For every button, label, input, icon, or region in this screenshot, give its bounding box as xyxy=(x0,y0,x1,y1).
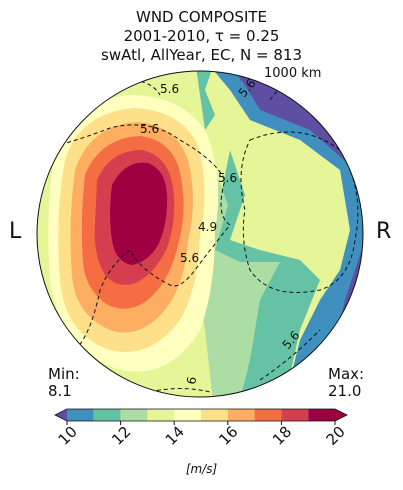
colorbar-tick-label: 12 xyxy=(108,423,134,449)
contour-label: 5.6 xyxy=(160,82,179,96)
field-layers xyxy=(37,71,363,397)
colorbar-segment xyxy=(281,409,309,421)
colorbar: 10 12 14 16 18 20 xyxy=(54,408,349,449)
contour-label: 5.6 xyxy=(218,171,237,185)
colorbar-segment xyxy=(254,409,282,421)
colorbar-segment xyxy=(67,409,94,421)
right-label: R xyxy=(376,219,392,244)
colorbar-unit: [m/s] xyxy=(185,462,218,476)
contour-label: 6 xyxy=(184,376,199,386)
colorbar-segment xyxy=(201,409,228,421)
left-label: L xyxy=(9,219,22,244)
max-value: 21.0 xyxy=(328,382,362,400)
colorbar-tick-label: 14 xyxy=(162,423,188,449)
title-line-2: 2001-2010, τ = 0.25 xyxy=(123,27,280,45)
colorbar-segment xyxy=(120,409,148,421)
contour-label: 5.6 xyxy=(140,122,159,136)
title-line-1: WND COMPOSITE xyxy=(135,8,268,26)
contour-label: 5.6 xyxy=(180,251,199,265)
colorbar-tick-label: 18 xyxy=(269,423,295,449)
colorbar-extend-high xyxy=(335,409,347,421)
colorbar-segment xyxy=(93,409,121,421)
title-line-3: swAtl, AllYear, EC, N = 813 xyxy=(101,46,302,64)
colorbar-segment xyxy=(227,409,255,421)
min-value: 8.1 xyxy=(48,382,72,400)
colorbar-segment xyxy=(174,409,201,421)
disk-outline xyxy=(36,70,364,398)
scale-note: 1000 km xyxy=(264,66,322,81)
colorbar-extend-low xyxy=(55,409,67,421)
colorbar-tick-label: 16 xyxy=(215,423,241,449)
colorbar-tick-label: 20 xyxy=(323,423,349,449)
colorbar-segment xyxy=(147,409,175,421)
min-label: Min: xyxy=(48,365,80,383)
contour-label: 4.9 xyxy=(198,220,217,234)
max-label: Max: xyxy=(328,365,365,383)
colorbar-tick-label: 10 xyxy=(55,423,81,449)
colorbar-segment xyxy=(308,409,335,421)
